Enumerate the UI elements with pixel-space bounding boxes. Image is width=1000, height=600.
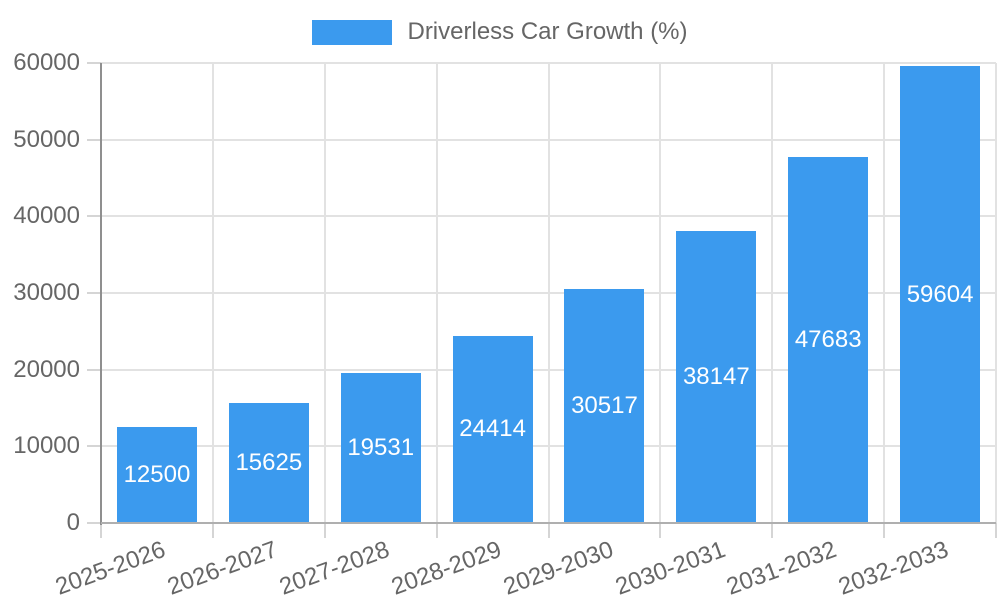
x-axis-tick-label: 2031-2032 bbox=[723, 536, 841, 600]
bar-value-label: 47683 bbox=[794, 326, 862, 354]
bar[interactable] bbox=[340, 373, 421, 522]
y-axis-tick-label: 50000 bbox=[13, 125, 80, 153]
x-axis-tick-label: 2025-2026 bbox=[52, 536, 170, 600]
x-axis-tick-label: 2026-2027 bbox=[163, 536, 282, 600]
bar-value-label: 15625 bbox=[235, 449, 303, 477]
bar[interactable] bbox=[564, 289, 645, 522]
gridline-vertical bbox=[883, 63, 886, 523]
gridline-vertical bbox=[323, 63, 326, 523]
bar-value-label: 12500 bbox=[123, 461, 191, 489]
x-axis-tick-label: 2032-2033 bbox=[835, 536, 953, 600]
x-axis-tick bbox=[211, 523, 214, 538]
y-axis-tick bbox=[87, 62, 101, 64]
gridline-vertical bbox=[995, 63, 997, 523]
bar-value-label: 38147 bbox=[682, 362, 750, 390]
bar-value-label: 19531 bbox=[347, 434, 415, 462]
y-axis-tick bbox=[87, 522, 101, 524]
bar-value-label: 59604 bbox=[906, 280, 974, 308]
legend-label: Driverless Car Growth (%) bbox=[407, 18, 688, 45]
y-axis-tick bbox=[87, 445, 101, 448]
gridline-vertical bbox=[771, 63, 774, 523]
y-axis-tick-label: 40000 bbox=[13, 202, 80, 230]
bar-value-label: 30517 bbox=[571, 392, 638, 420]
y-axis-tick-label: 10000 bbox=[13, 432, 80, 460]
gridline-vertical bbox=[659, 63, 662, 523]
y-axis-tick-label: 20000 bbox=[13, 355, 80, 383]
y-axis-tick bbox=[87, 368, 101, 371]
x-axis-tick bbox=[100, 523, 102, 538]
bar-value-label: 24414 bbox=[459, 415, 526, 443]
x-axis-tick bbox=[547, 523, 550, 538]
y-axis-tick-label: 30000 bbox=[13, 279, 80, 306]
x-axis-tick bbox=[659, 523, 662, 538]
legend-item[interactable]: Driverless Car Growth (%) bbox=[312, 18, 688, 45]
x-axis-tick-label: 2027-2028 bbox=[275, 536, 393, 600]
y-axis-line bbox=[100, 63, 102, 525]
x-axis-tick-label: 2028-2029 bbox=[387, 536, 505, 600]
bar[interactable] bbox=[900, 66, 981, 522]
x-axis-tick bbox=[771, 523, 774, 538]
x-axis-tick bbox=[323, 523, 326, 538]
bar[interactable] bbox=[788, 157, 869, 522]
y-axis-tick bbox=[87, 215, 101, 218]
x-axis-line bbox=[101, 522, 996, 524]
x-axis-tick-label: 2029-2030 bbox=[499, 536, 617, 600]
gridline-vertical bbox=[547, 63, 550, 523]
x-axis-tick-label: 2030-2031 bbox=[611, 536, 729, 600]
legend-swatch-icon bbox=[312, 19, 393, 45]
bar[interactable] bbox=[452, 335, 533, 522]
bar[interactable] bbox=[228, 403, 309, 522]
gridline-vertical bbox=[211, 63, 214, 523]
gridline-vertical bbox=[435, 63, 438, 523]
chart-legend: Driverless Car Growth (%) bbox=[0, 19, 1000, 45]
y-axis-tick bbox=[87, 292, 101, 294]
bar[interactable] bbox=[676, 230, 757, 522]
x-axis-tick bbox=[995, 523, 997, 538]
x-axis-tick bbox=[435, 523, 438, 538]
x-axis-tick bbox=[883, 523, 886, 538]
y-axis-tick-label: 60000 bbox=[13, 49, 80, 76]
y-axis-tick-label: 0 bbox=[66, 509, 80, 536]
bar[interactable] bbox=[116, 427, 197, 522]
y-axis-tick bbox=[87, 138, 101, 141]
